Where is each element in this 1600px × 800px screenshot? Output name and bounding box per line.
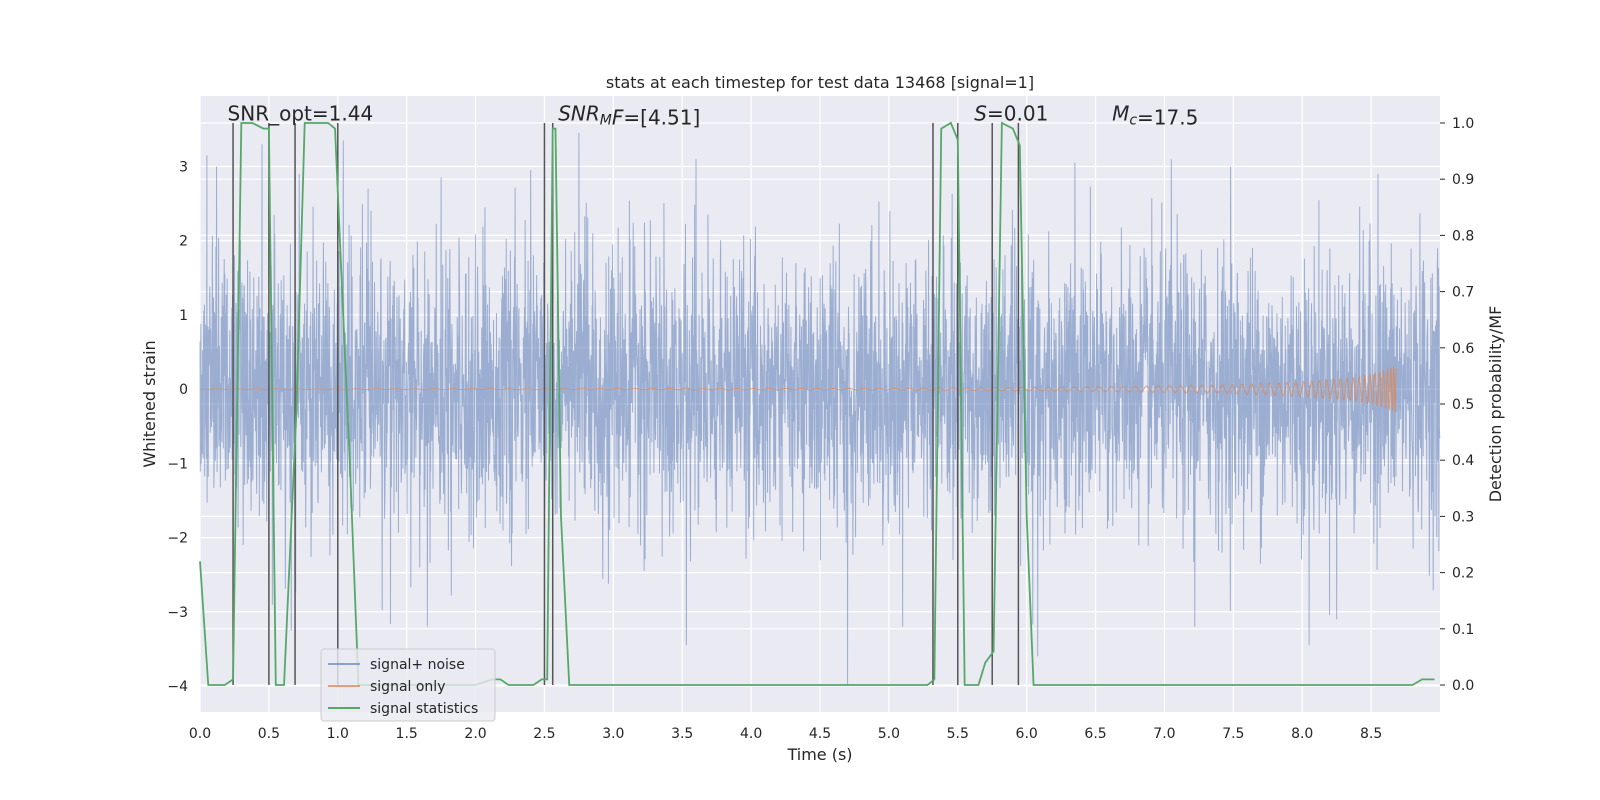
y2-tick-label: 0.2 <box>1452 566 1474 582</box>
annotation-0: SNR_opt=1.44 <box>228 101 374 125</box>
y2-tick-label: 0.5 <box>1452 397 1474 413</box>
x-tick-label: 1.0 <box>327 726 349 742</box>
y-tick-label: −3 <box>167 605 188 621</box>
signal-line <box>199 366 1397 413</box>
y-tick-labels: 3 2 1 0 −1 −2 −3 −4 <box>167 160 188 696</box>
x-tick-label: 7.0 <box>1153 726 1175 742</box>
y2-tick-label: 0.3 <box>1452 509 1474 525</box>
x-tick-label: 4.5 <box>809 726 831 742</box>
chart-title: stats at each timestep for test data 134… <box>606 73 1034 92</box>
legend-label-signal: signal only <box>370 679 445 695</box>
y-tick-label: 1 <box>179 308 188 324</box>
x-tick-label: 7.5 <box>1222 726 1244 742</box>
annotation-1: SNRMF=[4.51] <box>558 101 700 129</box>
annotation-3: Mc=17.5 <box>1112 101 1198 129</box>
legend: signal+ noise signal only signal statist… <box>320 648 496 722</box>
noise-series <box>199 133 1441 687</box>
signal-series <box>199 366 1397 413</box>
legend-label-stats: signal statistics <box>370 701 478 717</box>
annotations: SNR_opt=1.44 SNRMF=[4.51] S=0.01 Mc=17.5 <box>228 101 1199 129</box>
y-tick-label: 3 <box>179 160 188 176</box>
x-tick-label: 3.5 <box>671 726 693 742</box>
x-tick-label: 2.0 <box>464 726 486 742</box>
legend-label-noise: signal+ noise <box>370 657 465 673</box>
y-tick-label: −1 <box>167 456 188 472</box>
y2-tick-label: 0.9 <box>1452 172 1474 188</box>
x-tick-label: 0.0 <box>189 726 211 742</box>
legend-box <box>320 648 496 722</box>
noise-line <box>199 133 1441 687</box>
y2-tick-label: 0.7 <box>1452 285 1474 301</box>
x-tick-label: 0.5 <box>258 726 280 742</box>
x-tick-label: 4.0 <box>740 726 762 742</box>
x-tick-label: 2.5 <box>533 726 555 742</box>
y2-axis-label: Detection probability/MF <box>1486 306 1505 503</box>
stats-line <box>199 121 1435 686</box>
x-tick-label: 3.0 <box>602 726 624 742</box>
x-tick-label: 1.5 <box>396 726 418 742</box>
x-tick-label: 6.0 <box>1016 726 1038 742</box>
y-tick-label: −2 <box>167 531 188 547</box>
y2-tick-label: 0.8 <box>1452 228 1474 244</box>
vertical-lines <box>232 122 1020 686</box>
y2-tick-label: 0.4 <box>1452 453 1474 469</box>
x-tick-label: 5.0 <box>878 726 900 742</box>
x-tick-label: 5.5 <box>947 726 969 742</box>
x-tick-label: 6.5 <box>1084 726 1106 742</box>
x-tick-label: 8.5 <box>1360 726 1382 742</box>
y-axis-label: Whitened strain <box>140 340 159 467</box>
y2-tick-label: 0.6 <box>1452 341 1474 357</box>
y-tick-label: 0 <box>179 382 188 398</box>
y2-tick-labels: 1.0 0.9 0.8 0.7 0.6 0.5 0.4 0.3 0.2 0.1 0.0 <box>1440 116 1474 694</box>
y2-tick-label: 0.0 <box>1452 678 1474 694</box>
annotation-2: S=0.01 <box>974 101 1048 125</box>
stats-series <box>199 121 1435 686</box>
y-tick-label: 2 <box>179 234 188 250</box>
y2-tick-label: 0.1 <box>1452 622 1474 638</box>
y-tick-label: −4 <box>167 679 188 695</box>
x-tick-label: 8.0 <box>1291 726 1313 742</box>
x-axis-label: Time (s) <box>786 745 852 764</box>
x-tick-labels: 0.0 0.5 1.0 1.5 2.0 2.5 3.0 3.5 4.0 4.5 5.0 5.5 6.0 6… <box>189 726 1382 742</box>
y2-tick-label: 1.0 <box>1452 116 1474 132</box>
